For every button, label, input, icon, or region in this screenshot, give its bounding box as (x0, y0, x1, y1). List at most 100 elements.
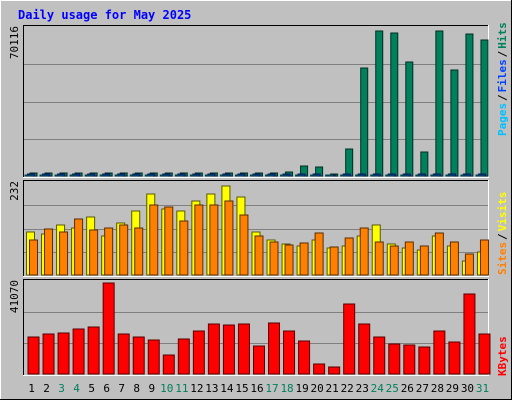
x-tick-label: 22 (341, 382, 354, 395)
bar-sites-day-25 (389, 245, 399, 276)
bar-pages-day-12 (189, 174, 198, 177)
bar-kbytes-day-30 (463, 293, 476, 375)
bar-pages-day-27 (415, 174, 424, 177)
bar-kbytes-day-20 (313, 363, 326, 375)
bar-hits-day-27 (420, 151, 429, 177)
bar-sites-day-1 (29, 239, 38, 276)
bar-sites-day-6 (104, 227, 114, 276)
series-sites (29, 200, 489, 276)
x-tick-label: 25 (386, 382, 399, 395)
bar-kbytes-day-1 (27, 336, 40, 375)
x-tick-label: 15 (235, 382, 248, 395)
bar-pages-day-20 (310, 174, 319, 177)
bar-pages-day-4 (69, 174, 78, 177)
bar-pages-day-7 (114, 174, 123, 177)
x-tick-label: 8 (133, 382, 140, 395)
bar-hits-day-24 (375, 30, 384, 177)
x-tick-label: 2 (43, 382, 50, 395)
bar-sites-day-18 (284, 244, 294, 276)
bar-kbytes-day-5 (87, 326, 100, 375)
bar-sites-day-3 (59, 231, 69, 276)
legend-visits: Visits (496, 192, 509, 232)
bar-pages-day-24 (370, 174, 379, 177)
x-tick-label: 29 (446, 382, 459, 395)
x-tick-label: 28 (431, 382, 444, 395)
bar-kbytes-day-3 (57, 332, 70, 375)
bar-sites-day-14 (224, 200, 234, 276)
bar-pages-day-16 (249, 174, 258, 177)
bar-sites-day-29 (449, 241, 459, 276)
x-tick-label: 20 (311, 382, 324, 395)
bar-pages-day-6 (99, 174, 108, 177)
bar-pages-day-5 (84, 174, 93, 177)
bar-pages-day-22 (340, 174, 349, 177)
bar-hits-day-26 (405, 61, 414, 177)
bar-pages-day-25 (385, 174, 394, 177)
bar-kbytes-day-28 (433, 330, 446, 375)
bar-kbytes-day-13 (207, 323, 220, 375)
x-tick-label: 3 (58, 382, 65, 395)
bar-kbytes-day-15 (237, 323, 250, 375)
bar-pages-day-31 (475, 174, 484, 177)
bar-kbytes-day-21 (328, 366, 341, 375)
bar-kbytes-day-31 (478, 333, 491, 375)
bar-pages-day-30 (460, 174, 469, 177)
legend-kbytes: KBytes (496, 336, 509, 376)
x-tick-label: 6 (103, 382, 110, 395)
panel-kbytes: 41070 (8, 279, 491, 376)
x-tick-label: 10 (160, 382, 173, 395)
legend-sep: / (496, 233, 509, 240)
bar-sites-day-20 (314, 232, 324, 276)
bar-sites-day-7 (119, 224, 129, 276)
bar-hits-day-30 (465, 33, 474, 177)
bar-sites-day-10 (164, 206, 174, 276)
x-tick-label: 11 (175, 382, 188, 395)
bar-sites-day-24 (374, 241, 384, 276)
bar-sites-day-9 (149, 204, 159, 276)
x-tick-label: 30 (461, 382, 474, 395)
x-tick-label: 4 (73, 382, 80, 395)
x-tick-label: 14 (220, 382, 234, 395)
bar-pages-day-19 (295, 174, 304, 177)
bar-kbytes-day-6 (102, 282, 115, 375)
bar-sites-day-30 (464, 253, 474, 276)
bar-kbytes-day-2 (42, 333, 55, 375)
x-tick-label: 13 (205, 382, 218, 395)
bar-sites-day-28 (434, 232, 444, 276)
x-tick-label: 18 (280, 382, 293, 395)
x-tick-label: 27 (416, 382, 429, 395)
x-tick-label: 26 (401, 382, 414, 395)
bar-pages-day-10 (159, 174, 168, 177)
bar-hits-day-28 (435, 30, 444, 177)
bar-kbytes-day-10 (162, 354, 175, 375)
bar-kbytes-day-4 (72, 328, 85, 375)
bar-hits-day-29 (450, 69, 459, 177)
x-tick-label: 7 (118, 382, 125, 395)
bar-kbytes-day-11 (177, 338, 190, 375)
bar-sites-day-12 (194, 204, 204, 276)
bar-pages-day-28 (430, 174, 439, 177)
bar-kbytes-day-18 (283, 330, 296, 375)
bar-sites-day-2 (44, 228, 54, 276)
bar-sites-day-23 (359, 227, 369, 276)
bar-sites-day-21 (329, 246, 339, 276)
bar-kbytes-day-7 (117, 333, 130, 375)
legend-files: Files (496, 59, 509, 92)
bar-sites-day-8 (134, 227, 144, 276)
bar-pages-day-29 (445, 174, 454, 177)
x-tick-label: 31 (476, 382, 489, 395)
bar-pages-day-21 (325, 174, 334, 177)
chart-panels: 70116 232 41070 (8, 25, 491, 376)
bar-kbytes-day-27 (418, 346, 431, 375)
x-tick-label: 24 (371, 382, 385, 395)
panel-visits-sites: 232 (8, 180, 489, 277)
bar-sites-day-16 (254, 235, 264, 276)
x-tick-label: 5 (88, 382, 95, 395)
bar-sites-day-31 (479, 239, 489, 276)
bar-sites-day-19 (299, 242, 309, 276)
x-axis-labels: 1 2 3 4 5 6 7 8 9 10 11 12 13 14 15 16 17 18 19 20 21 22 23 24 2… (28, 382, 489, 395)
legend-hits: Hits (496, 22, 509, 49)
